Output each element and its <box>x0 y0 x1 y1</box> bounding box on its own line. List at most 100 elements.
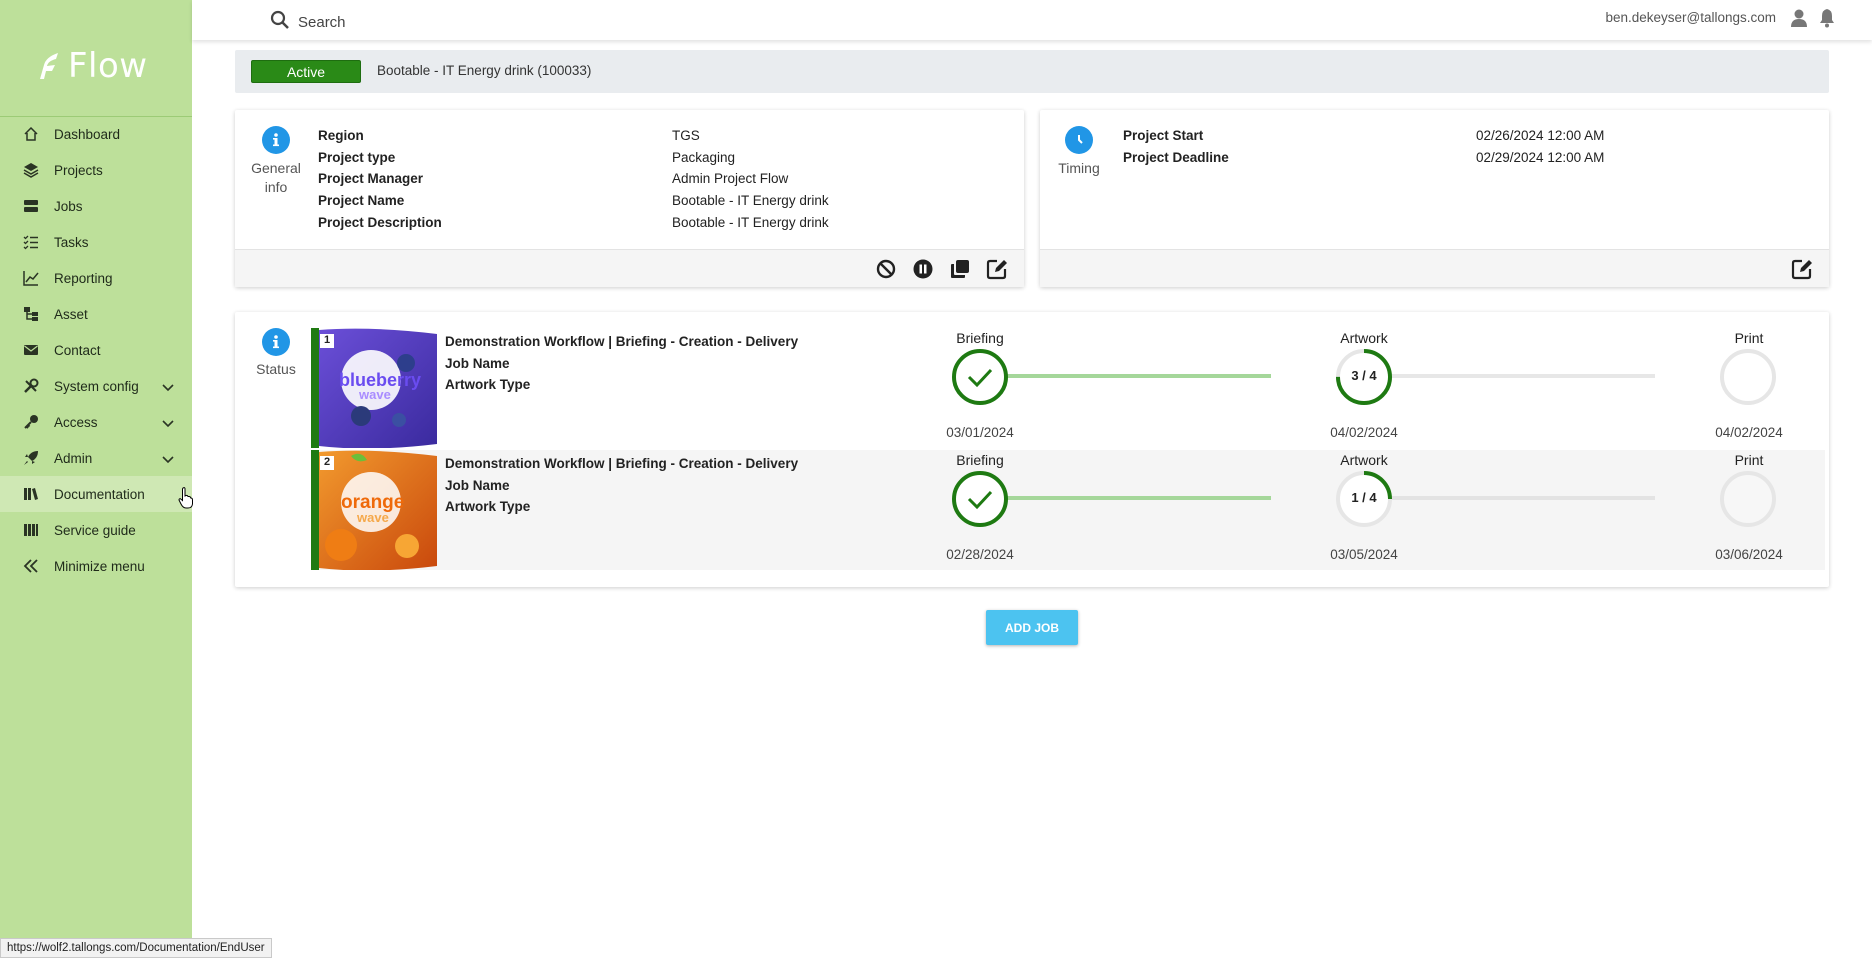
stage-briefing-complete-icon[interactable] <box>951 348 1009 406</box>
project-name-value: Bootable - IT Energy drink <box>672 193 829 208</box>
pause-project-button[interactable] <box>912 258 934 280</box>
cancel-project-button[interactable] <box>875 258 897 280</box>
general-info-label-line1: General <box>251 160 301 176</box>
guide-icon <box>22 521 40 539</box>
sidebar-item-jobs[interactable]: Jobs <box>0 188 192 224</box>
thumb-brand-text: blueberry <box>339 370 422 390</box>
edit-timing-button[interactable] <box>1791 258 1813 280</box>
stage-briefing-label: Briefing <box>956 330 1004 346</box>
status-card: Status 1 blueberry wave Demonstration Wo… <box>235 312 1829 587</box>
stage-print-ring[interactable] <box>1719 348 1777 406</box>
general-info-label-line2: info <box>264 179 288 195</box>
region-value: TGS <box>672 128 700 143</box>
stage-track-complete <box>1007 374 1271 378</box>
stage-artwork-date: 04/02/2024 <box>1330 425 1398 440</box>
project-description-label: Project Description <box>318 215 442 230</box>
search-icon[interactable] <box>270 10 290 35</box>
info-icon <box>262 328 290 356</box>
stage-briefing-date: 03/01/2024 <box>946 425 1014 440</box>
job-name-label: Job Name <box>445 356 510 371</box>
sidebar-item-documentation[interactable]: Documentation <box>0 476 192 512</box>
flow-leaf-icon <box>40 53 58 79</box>
stage-track-pending <box>1391 374 1655 378</box>
project-header-bar: Active Bootable - IT Energy drink (10003… <box>235 50 1829 93</box>
job-workflow-title[interactable]: Demonstration Workflow | Briefing - Crea… <box>445 456 799 471</box>
stage-print-date: 04/02/2024 <box>1715 425 1783 440</box>
sidebar-item-admin[interactable]: Admin <box>0 440 192 476</box>
bell-icon[interactable] <box>1818 8 1836 33</box>
project-type-value: Packaging <box>672 150 736 165</box>
project-start-label: Project Start <box>1123 128 1204 143</box>
thumb-brand-subtext: wave <box>357 510 389 525</box>
sidebar-item-label: Admin <box>54 450 93 466</box>
pointer-cursor-icon <box>178 487 193 509</box>
sidebar-item-label: Minimize menu <box>54 558 145 574</box>
stage-artwork-progress-text: 3 / 4 <box>1351 368 1377 383</box>
chevron-down-icon[interactable] <box>162 452 174 467</box>
job-row[interactable]: 2 orange wave Demonstration Workflow | B… <box>311 450 1825 570</box>
stage-print-label: Print <box>1734 452 1764 468</box>
project-title: Bootable - IT Energy drink (100033) <box>377 63 592 78</box>
sidebar-item-contact[interactable]: Contact <box>0 332 192 368</box>
sidebar-item-label: Tasks <box>54 234 89 250</box>
general-info-label: General info <box>245 159 307 197</box>
project-name-label: Project Name <box>318 193 405 208</box>
stage-print-ring[interactable] <box>1719 470 1777 528</box>
user-email: ben.dekeyser@tallongs.com <box>1605 10 1776 25</box>
sidebar-item-access[interactable]: Access <box>0 404 192 440</box>
job-thumbnail[interactable]: 2 orange wave <box>311 450 437 570</box>
stage-artwork-date: 03/05/2024 <box>1330 547 1398 562</box>
project-deadline-label: Project Deadline <box>1123 150 1229 165</box>
double-chevron-left-icon <box>22 557 40 575</box>
sidebar-item-reporting[interactable]: Reporting <box>0 260 192 296</box>
job-number: 2 <box>324 456 331 468</box>
user-icon[interactable] <box>1790 8 1808 33</box>
pause-icon <box>913 259 933 279</box>
sidebar-item-label: Asset <box>54 306 88 322</box>
sidebar-item-asset[interactable]: Asset <box>0 296 192 332</box>
rocket-icon <box>22 449 40 467</box>
stage-artwork-label: Artwork <box>1340 452 1388 468</box>
project-type-label: Project type <box>318 150 396 165</box>
sidebar-item-label: Dashboard <box>54 126 121 142</box>
asset-tree-icon <box>22 305 40 323</box>
region-label: Region <box>318 128 364 143</box>
sidebar-item-service-guide[interactable]: Service guide <box>0 512 192 548</box>
edit-project-button[interactable] <box>986 258 1008 280</box>
timing-footer <box>1040 249 1829 287</box>
project-description-value: Bootable - IT Energy drink <box>672 215 829 230</box>
project-manager-value: Admin Project Flow <box>672 171 789 186</box>
info-icon <box>262 126 290 154</box>
status-badge: Active <box>251 60 361 83</box>
sidebar-item-system-config[interactable]: System config <box>0 368 192 404</box>
sidebar-item-dashboard[interactable]: Dashboard <box>0 116 192 152</box>
status-bar-url: https://wolf2.tallongs.com/Documentation… <box>0 938 272 958</box>
sidebar-item-projects[interactable]: Projects <box>0 152 192 188</box>
add-job-button[interactable]: ADD JOB <box>986 610 1078 645</box>
sidebar-item-minimize-menu[interactable]: Minimize menu <box>0 548 192 584</box>
stage-print-date: 03/06/2024 <box>1715 547 1783 562</box>
chevron-down-icon[interactable] <box>162 380 174 395</box>
stage-artwork-progress-ring[interactable] <box>1335 348 1393 406</box>
artwork-type-label: Artwork Type <box>445 499 531 514</box>
search-input[interactable] <box>296 10 596 34</box>
chevron-down-icon[interactable] <box>162 416 174 431</box>
job-thumbnail[interactable]: 1 blueberry wave <box>311 328 437 448</box>
sidebar-item-tasks[interactable]: Tasks <box>0 224 192 260</box>
flow-logo[interactable]: Flow <box>36 46 148 86</box>
job-workflow-title[interactable]: Demonstration Workflow | Briefing - Crea… <box>445 334 799 349</box>
job-row[interactable]: 1 blueberry wave Demonstration Workflow … <box>311 328 1825 448</box>
sidebar-item-label: Jobs <box>54 198 83 214</box>
status-label: Status <box>256 361 296 377</box>
sidebar-item-label: Contact <box>54 342 101 358</box>
copy-project-button[interactable] <box>949 258 971 280</box>
stage-artwork-progress-text: 1 / 4 <box>1351 490 1377 505</box>
stage-artwork-progress-ring[interactable] <box>1335 470 1393 528</box>
stage-briefing-complete-icon[interactable] <box>951 470 1009 528</box>
chart-line-icon <box>22 269 40 287</box>
edit-icon <box>986 259 1007 280</box>
thumb-brand-subtext: wave <box>359 387 391 402</box>
home-icon <box>22 125 40 143</box>
job-name-label: Job Name <box>445 478 510 493</box>
layers-icon <box>22 161 40 179</box>
